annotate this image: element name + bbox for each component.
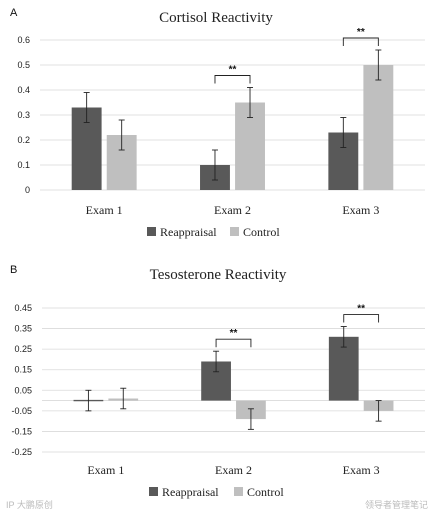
y-tick-label-1-2: -0.05 xyxy=(11,406,32,416)
y-tick-label-0-0: 0 xyxy=(25,185,30,195)
y-tick-label-0-1: 0.1 xyxy=(17,160,30,170)
x-tick-label-1-1: Exam 2 xyxy=(215,463,252,477)
y-tick-label-1-7: 0.45 xyxy=(14,303,32,313)
x-tick-label-0-2: Exam 3 xyxy=(342,203,379,217)
panel-label-b: B xyxy=(10,264,17,276)
legend-label-1-0: Reappraisal xyxy=(162,485,219,499)
y-tick-label-1-4: 0.15 xyxy=(14,365,32,375)
x-tick-label-1-2: Exam 3 xyxy=(343,463,380,477)
y-tick-label-0-5: 0.5 xyxy=(17,60,30,70)
y-tick-label-1-6: 0.35 xyxy=(14,324,32,334)
significance-label-1-1: ** xyxy=(357,304,365,315)
legend-swatch-0-1 xyxy=(230,227,239,236)
significance-label-0-0: ** xyxy=(229,65,237,76)
significance-bracket-1-1 xyxy=(343,314,380,323)
x-tick-label-1-0: Exam 1 xyxy=(87,463,124,477)
watermark-left: IP 大鹏原创 xyxy=(6,499,53,510)
y-tick-label-0-2: 0.2 xyxy=(17,135,30,145)
y-tick-label-0-6: 0.6 xyxy=(17,35,30,45)
y-tick-label-1-5: 0.25 xyxy=(14,344,32,354)
legend-label-1-1: Control xyxy=(247,485,284,499)
y-tick-label-1-3: 0.05 xyxy=(14,385,32,395)
panel-label-a: A xyxy=(10,7,18,19)
legend-swatch-1-1 xyxy=(234,487,243,496)
x-tick-label-0-0: Exam 1 xyxy=(86,203,123,217)
x-tick-label-0-1: Exam 2 xyxy=(214,203,251,217)
significance-bracket-0-0 xyxy=(214,75,251,84)
significance-label-0-1: ** xyxy=(357,27,365,38)
significance-bracket-1-0 xyxy=(215,338,252,348)
chart-title-0: Cortisol Reactivity xyxy=(159,10,273,26)
y-tick-label-1-0: -0.25 xyxy=(11,447,32,457)
significance-label-1-0: ** xyxy=(230,328,238,339)
legend-swatch-1-0 xyxy=(149,487,158,496)
y-tick-label-0-4: 0.4 xyxy=(17,85,30,95)
legend-label-0-0: Reappraisal xyxy=(160,225,217,239)
chart-title-1: Tesosterone Reactivity xyxy=(150,267,287,283)
significance-bracket-0-1 xyxy=(342,37,379,46)
y-tick-label-0-3: 0.3 xyxy=(17,110,30,120)
bar-0-1-2 xyxy=(363,65,394,190)
y-tick-label-1-1: -0.15 xyxy=(11,426,32,436)
legend-label-0-1: Control xyxy=(243,225,280,239)
legend-swatch-0-0 xyxy=(147,227,156,236)
watermark-right: 领导者管理笔记 xyxy=(365,499,428,510)
